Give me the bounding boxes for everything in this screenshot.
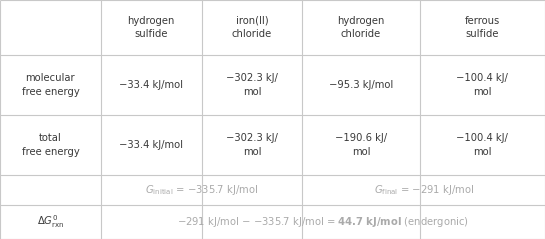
Text: hydrogen
chloride: hydrogen chloride: [337, 16, 385, 39]
Text: $\Delta G^0_\mathrm{rxn}$: $\Delta G^0_\mathrm{rxn}$: [37, 214, 64, 230]
Text: $G_\mathrm{initial}$ = −335.7 kJ/mol: $G_\mathrm{initial}$ = −335.7 kJ/mol: [145, 183, 258, 197]
Text: −33.4 kJ/mol: −33.4 kJ/mol: [119, 80, 183, 90]
Text: −95.3 kJ/mol: −95.3 kJ/mol: [329, 80, 393, 90]
Text: hydrogen
sulfide: hydrogen sulfide: [128, 16, 175, 39]
Text: $G_\mathrm{final}$ = −291 kJ/mol: $G_\mathrm{final}$ = −291 kJ/mol: [373, 183, 474, 197]
Text: −302.3 kJ/
mol: −302.3 kJ/ mol: [226, 133, 278, 157]
Text: molecular
free energy: molecular free energy: [22, 73, 79, 97]
Text: −33.4 kJ/mol: −33.4 kJ/mol: [119, 140, 183, 150]
Text: −190.6 kJ/
mol: −190.6 kJ/ mol: [335, 133, 387, 157]
Text: ferrous
sulfide: ferrous sulfide: [465, 16, 500, 39]
Text: −291 kJ/mol − −335.7 kJ/mol = $\mathbf{44.7\ kJ/mol}$ (endergonic): −291 kJ/mol − −335.7 kJ/mol = $\mathbf{4…: [177, 215, 469, 229]
Text: iron(II)
chloride: iron(II) chloride: [232, 16, 272, 39]
Text: −302.3 kJ/
mol: −302.3 kJ/ mol: [226, 73, 278, 97]
Text: total
free energy: total free energy: [22, 133, 79, 157]
Text: −100.4 kJ/
mol: −100.4 kJ/ mol: [456, 133, 508, 157]
Text: −100.4 kJ/
mol: −100.4 kJ/ mol: [456, 73, 508, 97]
